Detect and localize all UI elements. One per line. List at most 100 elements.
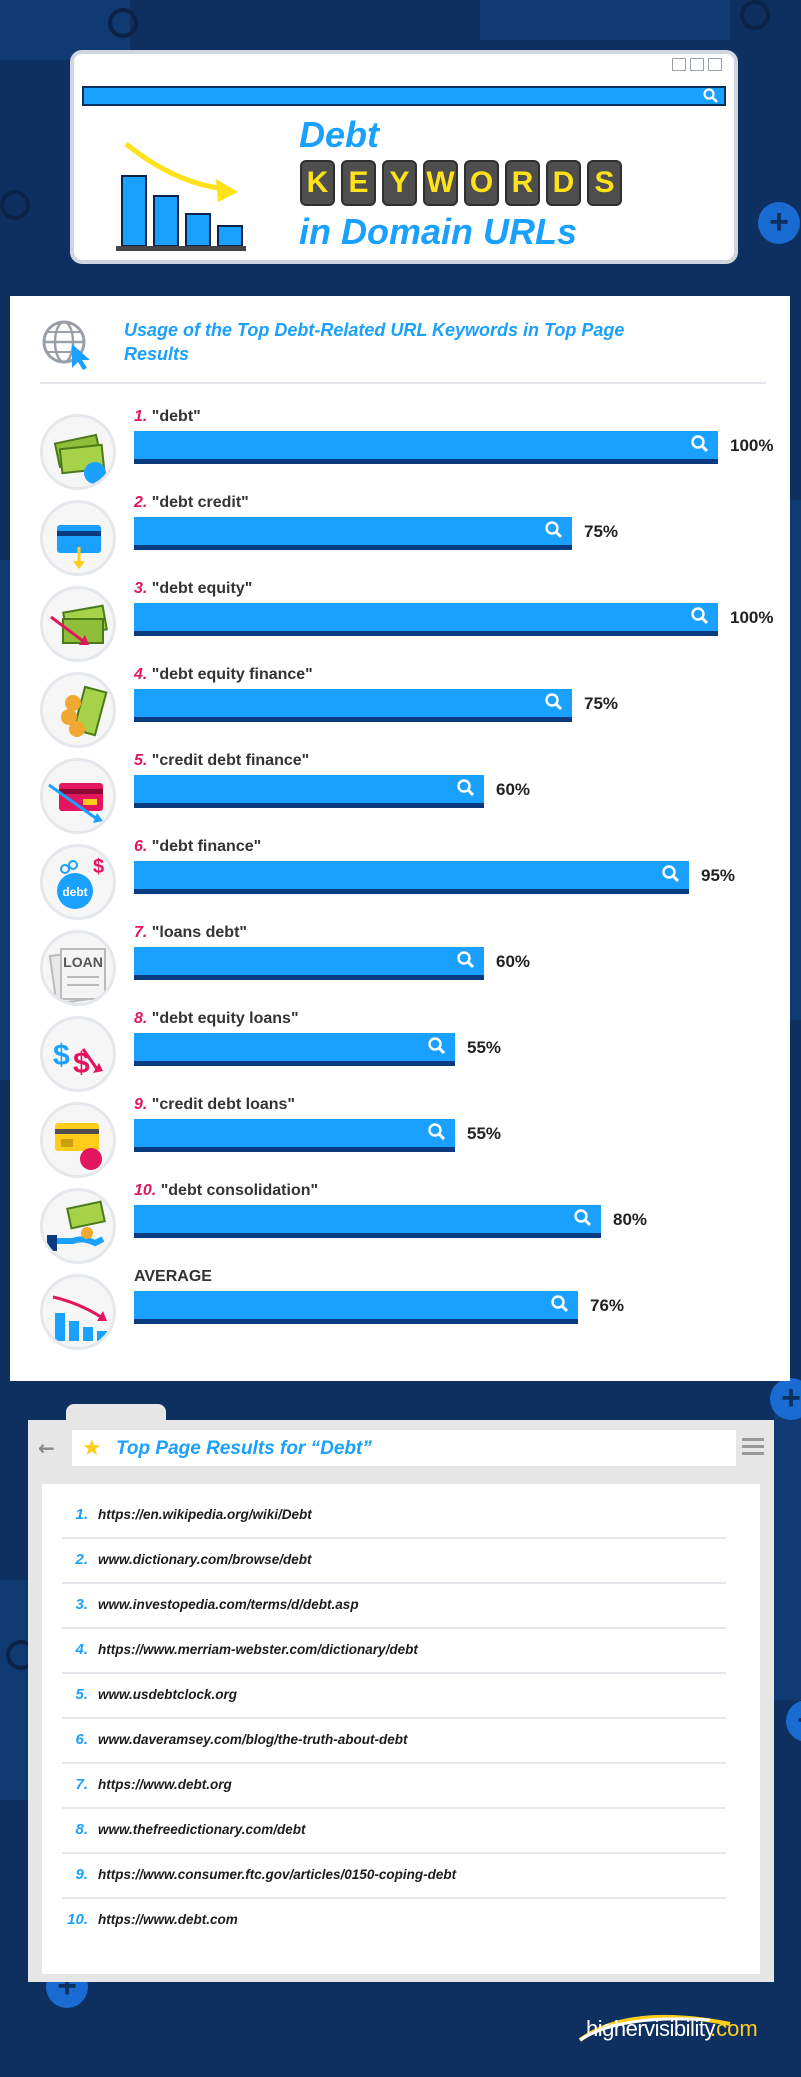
keyword-letter-tile: O xyxy=(464,160,499,206)
rank-number: 4. xyxy=(134,666,152,683)
star-icon: ★ xyxy=(82,1436,102,1461)
result-item[interactable]: 1. https://en.wikipedia.org/wiki/Debt xyxy=(62,1492,726,1539)
result-item[interactable]: 10. https://www.debt.com xyxy=(62,1897,726,1942)
plus-circle-icon: + xyxy=(758,202,800,244)
bar xyxy=(134,689,572,722)
result-item[interactable]: 4. https://www.merriam-webster.com/dictio… xyxy=(62,1627,726,1674)
bg-block xyxy=(480,0,730,40)
back-arrow-icon[interactable]: ← xyxy=(38,1436,55,1460)
dollar-down-icon: $ $ xyxy=(40,1016,116,1092)
rank-number: 8. xyxy=(134,1010,152,1027)
bar-label: 6. "debt finance" xyxy=(134,838,261,856)
bar-row: 3. "debt equity" 100% xyxy=(10,578,790,664)
keyword-letter-tile: W xyxy=(423,160,458,206)
bar-value-label: 55% xyxy=(467,1038,502,1057)
result-number: 9. xyxy=(75,1866,88,1883)
bar-label: 8. "debt equity loans" xyxy=(134,1010,299,1028)
search-icon xyxy=(457,951,475,969)
keyword-text: "debt equity" xyxy=(151,580,253,597)
search-icon xyxy=(691,607,709,625)
bar-row: 9. "credit debt loans" 55% xyxy=(10,1094,790,1180)
result-item[interactable]: 3. www.investopedia.com/terms/d/debt.asp xyxy=(62,1582,726,1629)
result-item[interactable]: 8. www.thefreedictionary.com/debt xyxy=(62,1807,726,1854)
result-url-link[interactable]: https://en.wikipedia.org/wiki/Debt xyxy=(98,1507,312,1522)
bar-row: LOAN 7. "loans debt" 60% xyxy=(10,922,790,1008)
result-url-link[interactable]: https://www.merriam-webster.com/dictiona… xyxy=(98,1642,418,1657)
rank-number: 6. xyxy=(134,838,152,855)
title-line-3: in Domain URLs xyxy=(299,211,578,252)
bar-label: 10. "debt consolidation" xyxy=(134,1182,318,1200)
rank-number: 7. xyxy=(134,924,152,941)
keyword-letter-tile: R xyxy=(505,160,540,206)
bar xyxy=(134,775,484,808)
keyword-text: "debt" xyxy=(151,408,201,425)
results-title: Top Page Results for “Debt” xyxy=(116,1438,372,1459)
bar-row: 1. "debt" 100% xyxy=(10,406,790,492)
rank-number: 9. xyxy=(134,1096,152,1113)
search-icon xyxy=(703,88,718,103)
keyword-text: "debt finance" xyxy=(151,838,262,855)
search-icon xyxy=(574,1209,592,1227)
search-icon xyxy=(691,435,709,453)
credit-card-ball-icon xyxy=(40,1102,116,1178)
result-item[interactable]: 9. https://www.consumer.ftc.gov/articles/… xyxy=(62,1852,726,1899)
keyword-text: "debt equity finance" xyxy=(151,666,313,683)
money-down-arrow-icon xyxy=(40,586,116,662)
results-window: ← ★ Top Page Results for “Debt” 1. https:… xyxy=(28,1404,774,1982)
keyword-text: "credit debt loans" xyxy=(151,1096,295,1113)
window-controls xyxy=(672,58,722,71)
result-url-link[interactable]: https://www.debt.org xyxy=(98,1777,232,1792)
address-bar[interactable]: ★ Top Page Results for “Debt” xyxy=(72,1430,736,1466)
menu-icon[interactable] xyxy=(742,1438,764,1459)
globe-cursor-icon xyxy=(42,320,90,370)
result-item[interactable]: 5. www.usdebtclock.org xyxy=(62,1672,726,1719)
result-url-link[interactable]: www.daveramsey.com/blog/the-truth-about-… xyxy=(98,1732,408,1747)
result-url-link[interactable]: www.investopedia.com/terms/d/debt.asp xyxy=(98,1597,359,1612)
result-item[interactable]: 6. www.daveramsey.com/blog/the-truth-abou… xyxy=(62,1717,726,1764)
result-number: 1. xyxy=(75,1506,88,1523)
bar-value-label: 80% xyxy=(613,1210,648,1229)
keyword-text: "credit debt finance" xyxy=(151,752,310,769)
hand-money-icon xyxy=(40,1188,116,1264)
result-number: 7. xyxy=(75,1776,88,1793)
keyword-text: AVERAGE xyxy=(134,1268,212,1285)
bar-label: AVERAGE xyxy=(134,1268,212,1286)
svg-text:LOAN: LOAN xyxy=(63,954,103,970)
bar xyxy=(134,861,689,894)
result-number: 8. xyxy=(75,1821,88,1838)
bar-row: debt $6. "debt finance" 95% xyxy=(10,836,790,922)
declining-bars-icon xyxy=(40,1274,116,1350)
search-icon xyxy=(457,779,475,797)
result-url-link[interactable]: www.dictionary.com/browse/debt xyxy=(98,1552,312,1567)
restore-icon xyxy=(672,58,686,71)
bar-row: 5. "credit debt finance" 60% xyxy=(10,750,790,836)
bar-label: 3. "debt equity" xyxy=(134,580,252,598)
search-icon xyxy=(545,521,563,539)
result-url-link[interactable]: https://www.debt.com xyxy=(98,1912,238,1927)
keyword-letter-tile: S xyxy=(587,160,622,206)
keyword-text: "debt credit" xyxy=(151,494,249,511)
svg-text:$: $ xyxy=(73,1047,90,1080)
bar-value-label: 60% xyxy=(496,780,531,799)
keyword-letter-tile: D xyxy=(546,160,581,206)
bar-row: 10. "debt consolidation" 80% xyxy=(10,1180,790,1266)
results-list: 1. https://en.wikipedia.org/wiki/Debt 2. ww… xyxy=(42,1484,760,1974)
result-url-link[interactable]: www.usdebtclock.org xyxy=(98,1687,238,1702)
plus-circle-icon: + xyxy=(770,1378,801,1420)
result-item[interactable]: 2. www.dictionary.com/browse/debt xyxy=(62,1537,726,1584)
bar-label: 5. "credit debt finance" xyxy=(134,752,309,770)
brand-name: highervisibility xyxy=(586,2016,715,2041)
keyword-letter-tile: Y xyxy=(382,160,417,206)
chart-subtitle: Usage of the Top Debt-Related URL Keywor… xyxy=(124,320,625,364)
search-icon xyxy=(428,1037,446,1055)
search-bar xyxy=(82,86,726,106)
bar xyxy=(134,1119,455,1152)
bar-value-label: 100% xyxy=(730,436,774,455)
bg-block xyxy=(0,1580,28,1800)
result-url-link[interactable]: https://www.consumer.ftc.gov/articles/01… xyxy=(98,1867,457,1882)
debt-ball-chain-icon: debt $ xyxy=(40,844,116,920)
result-item[interactable]: 7. https://www.debt.org xyxy=(62,1762,726,1809)
result-url-link[interactable]: www.thefreedictionary.com/debt xyxy=(98,1822,306,1837)
title-line-1: Debt xyxy=(299,114,379,155)
